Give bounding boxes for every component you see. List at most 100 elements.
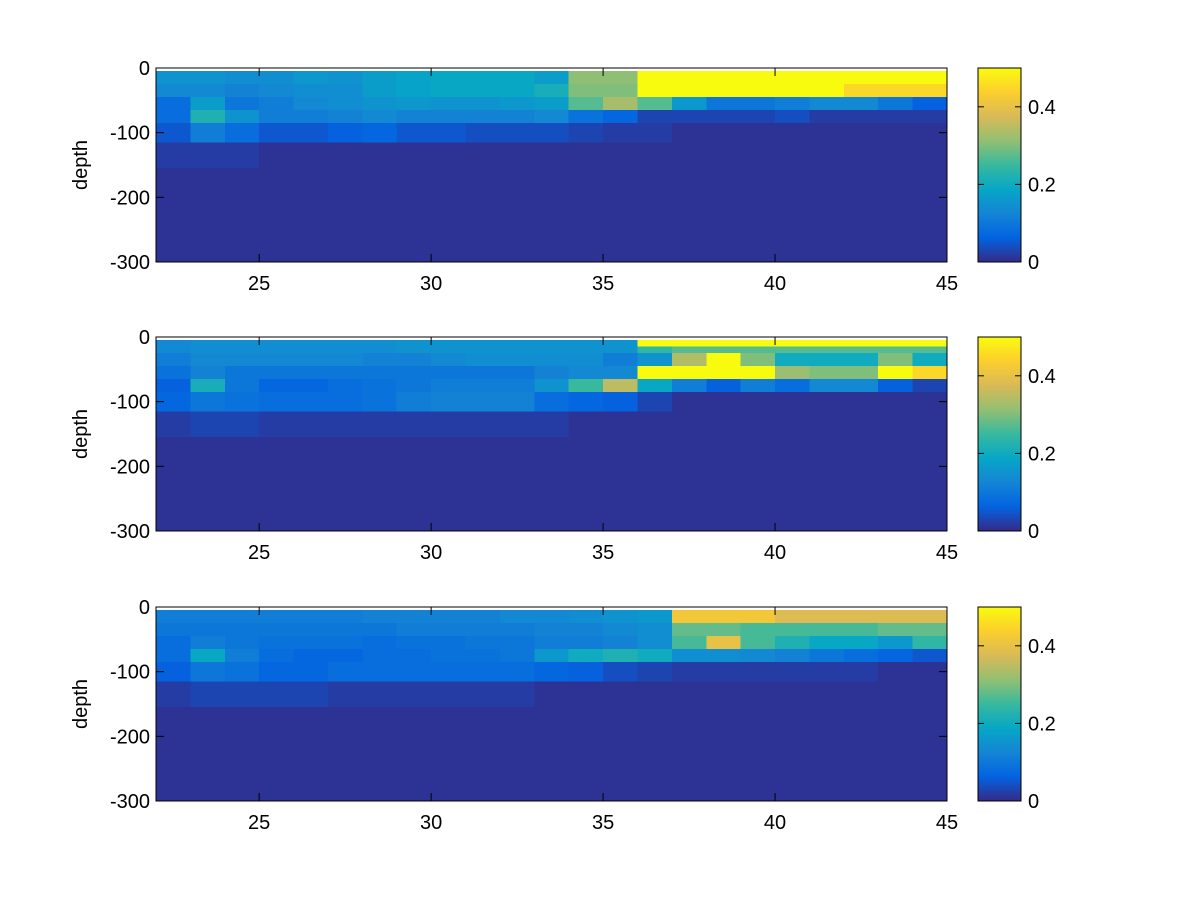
heatmap-cell (190, 97, 226, 111)
heatmap-cell (293, 636, 329, 650)
heatmap-cell (843, 84, 879, 98)
heatmap-cell (431, 623, 467, 637)
heatmap-cell (259, 340, 295, 348)
heatmap-cell (706, 110, 742, 124)
heatmap-cell (775, 636, 811, 650)
heatmap-cell (568, 340, 604, 348)
heatmap-cell (809, 411, 845, 438)
heatmap-cell (190, 649, 226, 663)
colorbar-tick-label: 0 (1028, 252, 1039, 274)
x-tick-label: 35 (592, 812, 614, 834)
heatmap-cell (224, 661, 260, 682)
heatmap-cell (362, 110, 398, 124)
x-tick-label: 40 (764, 542, 786, 564)
heatmap-cell (740, 411, 776, 438)
heatmap-cell (190, 437, 226, 532)
heatmap-cell (259, 379, 295, 393)
y-tick-label: -100 (110, 392, 150, 414)
heatmap-cell (259, 353, 295, 367)
heatmap-cell (912, 353, 948, 367)
heatmap-cell (293, 391, 329, 412)
heatmap-cell (775, 437, 811, 532)
heatmap-cell (259, 366, 295, 380)
heatmap-cell (603, 71, 639, 85)
heatmap-cell (843, 636, 879, 650)
heatmap-cell (809, 353, 845, 367)
heatmap-cell (362, 437, 398, 532)
heatmap-cells (156, 340, 948, 532)
heatmap-cell (843, 623, 879, 637)
heatmap-cell (843, 110, 879, 124)
heatmap-cell (224, 168, 260, 263)
x-tick-label: 25 (248, 542, 270, 564)
heatmap-cell (671, 623, 707, 637)
heatmap-cell (327, 122, 363, 143)
heatmap-cell (912, 340, 948, 348)
heatmap-cell (293, 122, 329, 143)
heatmap-cell (843, 97, 879, 111)
heatmap-cell (431, 122, 467, 143)
heatmap-cell (671, 142, 707, 169)
heatmap-cell (809, 110, 845, 124)
heatmap-cell (706, 142, 742, 169)
heatmap-cell (637, 142, 673, 169)
colorbar-tick-label: 0 (1028, 791, 1039, 813)
x-tick-label: 40 (764, 273, 786, 295)
heatmap-cell (224, 636, 260, 650)
heatmap-cell (603, 623, 639, 637)
heatmap-cell (671, 391, 707, 412)
heatmap-cell (809, 610, 845, 624)
heatmap-cell (603, 707, 639, 802)
heatmap-cell (499, 97, 535, 111)
heatmap-cell (534, 110, 570, 124)
heatmap-cell (293, 110, 329, 124)
heatmap-cell (156, 110, 191, 124)
heatmap-cell (431, 610, 467, 624)
colorbar-gradient (978, 607, 1021, 801)
heatmap-cell (534, 411, 570, 438)
heatmap-cell (603, 122, 639, 143)
axes-box (155, 336, 948, 532)
heatmap-cell (156, 661, 191, 682)
heatmap-cell (534, 97, 570, 111)
heatmap-cell (775, 649, 811, 663)
heatmap-cell (465, 71, 501, 85)
heatmap-cell (499, 71, 535, 85)
heatmap-cell (499, 84, 535, 98)
heatmap-cell (843, 610, 879, 624)
heatmap-cell (431, 340, 467, 348)
colorbar-tick-label: 0.2 (1028, 713, 1056, 735)
heatmap-cell (499, 391, 535, 412)
heatmap-cell (740, 71, 776, 85)
heatmap-cell (637, 353, 673, 367)
heatmap-cell (465, 437, 501, 532)
heatmap-cell (396, 649, 432, 663)
heatmap-cell (499, 110, 535, 124)
heatmap-cell (637, 71, 673, 85)
heatmap-cell (431, 636, 467, 650)
heatmap-cell (362, 411, 398, 438)
heatmap-cell (362, 340, 398, 348)
heatmap-cell (637, 168, 673, 263)
heatmap-cell (637, 636, 673, 650)
heatmap-cell (603, 681, 639, 708)
heatmap-cell (465, 142, 501, 169)
heatmap-cell (878, 110, 914, 124)
heatmap-cell (396, 610, 432, 624)
heatmap-cell (362, 610, 398, 624)
heatmap-cell (671, 681, 707, 708)
heatmap-cell (465, 610, 501, 624)
heatmap-cell (740, 649, 776, 663)
heatmap-cell (499, 142, 535, 169)
heatmap-cell (637, 122, 673, 143)
heatmap-cell (671, 610, 707, 624)
heatmap-cell (809, 379, 845, 393)
heatmap-cell (878, 411, 914, 438)
heatmap-cell (465, 623, 501, 637)
heatmap-cell (465, 681, 501, 708)
heatmap-cell (637, 411, 673, 438)
heatmap-cell (775, 122, 811, 143)
heatmap-cell (740, 353, 776, 367)
heatmap-cell (809, 649, 845, 663)
heatmap-cell (775, 411, 811, 438)
